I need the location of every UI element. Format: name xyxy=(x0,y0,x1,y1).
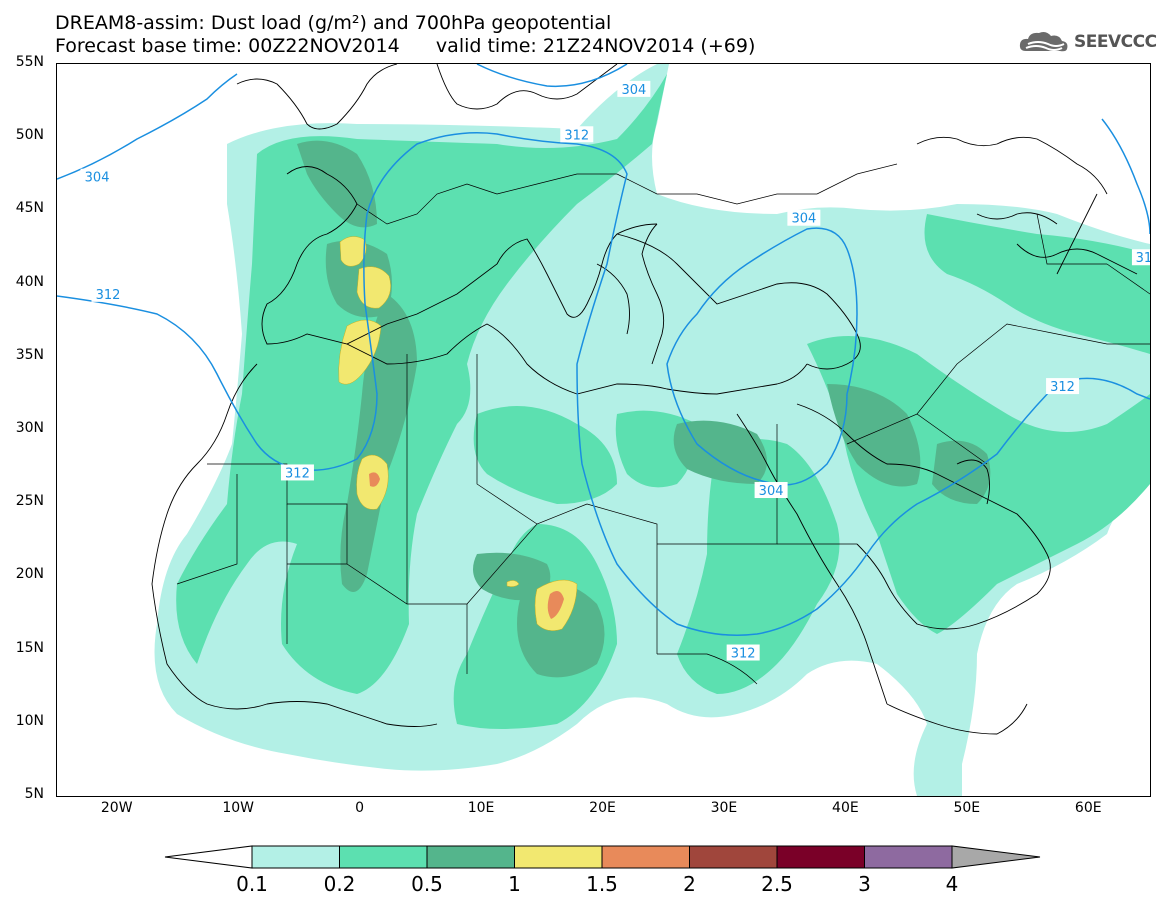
colorbar-tick-label: 2.5 xyxy=(761,872,793,896)
colorbar-tick-label: 1.5 xyxy=(586,872,618,896)
contour-label: 304 xyxy=(759,484,784,499)
colorbar-box xyxy=(689,845,778,869)
colorbar-right-arrow xyxy=(951,845,1041,869)
forecast-time-subtitle: Forecast base time: 00Z22NOV2014 valid t… xyxy=(55,35,756,57)
seevccc-logo: SEEVCCC xyxy=(1018,28,1157,56)
colorbar-tick-label: 0.1 xyxy=(236,872,268,896)
colorbar-left-arrow xyxy=(164,845,253,869)
colorbar-tick-label: 1 xyxy=(508,872,521,896)
dust-map: 304 304 312 312 312 304 304 312 312 31 xyxy=(56,63,1151,797)
lon-tick-label: 30E xyxy=(710,800,738,816)
lat-tick-label: 45N xyxy=(15,200,44,217)
lat-tick-label: 50N xyxy=(15,127,44,144)
contour-label-bg xyxy=(80,168,114,185)
contour-label-bg xyxy=(726,644,760,661)
contour-label: 304 xyxy=(621,83,646,98)
colorbar-tick-label: 3 xyxy=(858,872,871,896)
contour-label-bg xyxy=(280,464,314,481)
colorbar-box xyxy=(864,845,953,869)
contour-label: 304 xyxy=(791,212,816,227)
contour-labels: 304 304 312 312 312 304 304 312 312 31 xyxy=(80,80,1150,662)
colorbar-box xyxy=(601,845,690,869)
contour-label-bg xyxy=(560,126,594,143)
colorbar-tick-label: 0.2 xyxy=(323,872,356,896)
dust-layer-1 xyxy=(338,236,578,631)
map-title: DREAM8-assim: Dust load (g/m²) and 700hP… xyxy=(55,12,612,34)
colorbar-box xyxy=(251,845,340,869)
colorbar-tick-label: 0.5 xyxy=(411,872,443,896)
colorbar-tick-label: 2 xyxy=(683,872,696,896)
colorbar-box xyxy=(339,845,428,869)
lon-tick-label: 40E xyxy=(832,800,859,816)
lon-tick-label: 20E xyxy=(589,800,616,816)
lat-tick-label: 15N xyxy=(15,639,44,656)
lat-tick-label: 5N xyxy=(24,786,44,802)
lat-tick-label: 55N xyxy=(15,54,44,70)
colorbar-tick-label: 4 xyxy=(945,872,959,896)
lon-tick-label: 10W xyxy=(222,800,254,816)
lat-tick-label: 30N xyxy=(15,420,44,436)
country-borders xyxy=(176,163,1150,685)
lon-tick-label: 50E xyxy=(953,800,981,816)
colorbar-box xyxy=(514,845,603,869)
contour-label-bg xyxy=(617,80,651,97)
contour-label: 312 xyxy=(731,647,756,662)
lon-tick-label: 10E xyxy=(467,800,495,816)
map-canvas: 304 304 312 312 312 304 304 312 312 31 xyxy=(57,64,1150,796)
contour-label: 312 xyxy=(96,288,121,303)
lon-tick-label: 0 xyxy=(355,800,365,816)
contour-label-bg xyxy=(1046,378,1080,395)
contour-label-bg xyxy=(754,482,788,499)
lat-tick-label: 40N xyxy=(15,273,44,290)
lat-tick-label: 20N xyxy=(15,566,44,583)
contour-label: 312 xyxy=(285,466,310,481)
colorbar-box xyxy=(426,845,515,869)
lat-tick-label: 10N xyxy=(15,712,44,729)
contour-label-bg xyxy=(1131,249,1150,266)
contour-label: 304 xyxy=(85,171,110,186)
contour-label-bg xyxy=(787,209,821,226)
colorbar-box xyxy=(776,845,865,869)
lon-tick-label: 60E xyxy=(1074,800,1102,816)
lat-tick-label: 25N xyxy=(15,493,44,510)
cloud-icon xyxy=(1019,32,1068,52)
contour-label: 312 xyxy=(1050,380,1075,395)
logo-text: SEEVCCC xyxy=(1074,32,1157,52)
lat-tick-label: 35N xyxy=(15,346,44,363)
contour-label: 312 xyxy=(564,128,589,143)
lon-tick-label: 20W xyxy=(100,800,133,816)
dust-layer-1-5 xyxy=(369,472,564,619)
contour-label: 31 xyxy=(1136,251,1150,266)
contour-label-bg xyxy=(91,285,125,302)
